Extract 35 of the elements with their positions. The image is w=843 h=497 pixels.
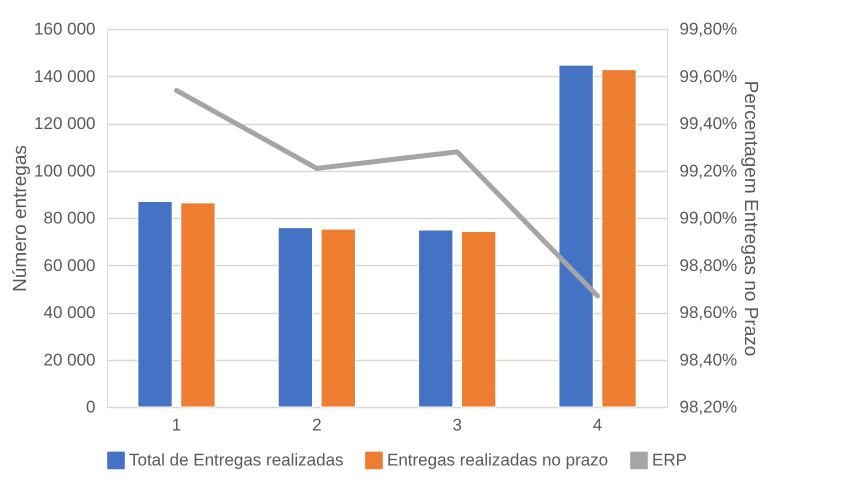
y2-tick-label: 99,40% (680, 114, 738, 133)
bar (460, 230, 496, 408)
y-tick-label: 40 000 (44, 303, 96, 322)
y-tick-label: 140 000 (34, 66, 96, 86)
bar (278, 227, 314, 408)
x-tick-label: 4 (592, 416, 602, 434)
y-tick-label: 120 000 (34, 114, 96, 133)
y-axis-title: Número entregas (10, 145, 32, 292)
legend-label: Total de Entregas realizadas (129, 450, 344, 470)
y2-tick-label: 99,60% (680, 66, 738, 86)
bar (558, 64, 594, 408)
y-tick-label: 80 000 (44, 208, 96, 228)
x-tick-label: 2 (312, 416, 322, 434)
y2-tick-label: 98,80% (680, 256, 738, 275)
y2-axis-title: Percentagem Entregas no Prazo (740, 80, 762, 356)
bar (320, 228, 356, 408)
y2-tick-label: 99,20% (680, 161, 738, 180)
y-tick-label: 60 000 (44, 256, 96, 275)
y-tick-label: 20 000 (44, 350, 96, 370)
y-tick-label: 100 000 (34, 161, 96, 180)
x-tick-label: 1 (172, 416, 182, 434)
y-tick-label: 0 (86, 398, 96, 416)
legend-label: ERP (652, 450, 687, 470)
legend-label: Entregas realizadas no prazo (387, 450, 608, 470)
y2-tick-label: 98,20% (680, 398, 738, 416)
bar (601, 69, 637, 408)
y2-tick-label: 98,60% (680, 303, 738, 322)
bar (137, 200, 173, 408)
y2-tick-label: 99,00% (680, 208, 738, 228)
bar (418, 230, 454, 408)
y-tick-label: 160 000 (34, 20, 96, 38)
x-tick-label: 3 (452, 416, 462, 434)
bar (180, 202, 216, 408)
y2-tick-label: 99,80% (680, 20, 738, 38)
y2-tick-label: 98,40% (680, 350, 738, 370)
